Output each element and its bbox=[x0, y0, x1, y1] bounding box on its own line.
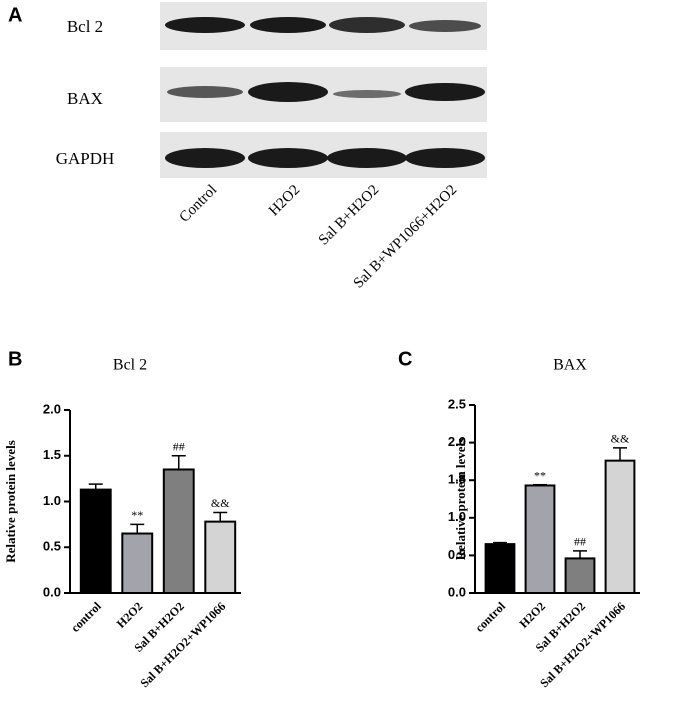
y-tick-label: 0.5 bbox=[43, 539, 61, 554]
significance: && bbox=[611, 432, 630, 446]
panel-label: A bbox=[8, 4, 22, 26]
significance: ** bbox=[534, 468, 546, 482]
significance: ## bbox=[173, 440, 185, 454]
y-tick-label: 1.5 bbox=[43, 447, 61, 462]
chart-title: BAX bbox=[553, 357, 587, 374]
band bbox=[405, 83, 485, 101]
panel-label: B bbox=[8, 348, 22, 370]
bar bbox=[564, 557, 596, 595]
significance: ## bbox=[574, 535, 586, 549]
y-tick-label: 1.0 bbox=[43, 493, 61, 508]
band bbox=[165, 148, 245, 168]
y-axis-label: Relative protein levels bbox=[3, 440, 18, 563]
x-tick-label: control bbox=[68, 599, 104, 635]
y-tick-label: 0.5 bbox=[448, 547, 466, 562]
y-axis-label: Relative protein levels bbox=[453, 438, 468, 561]
blot bbox=[160, 2, 487, 178]
band bbox=[165, 17, 245, 33]
y-tick-label: 1.0 bbox=[448, 509, 466, 524]
band bbox=[409, 20, 481, 32]
band bbox=[333, 90, 401, 98]
bar bbox=[121, 532, 154, 595]
lane-label: H2O2 bbox=[266, 182, 303, 219]
row-label: Bcl 2 bbox=[67, 17, 103, 36]
y-tick-label: 1.5 bbox=[448, 472, 466, 487]
bar bbox=[162, 468, 195, 595]
lane-label: Sal B+H2O2 bbox=[316, 182, 383, 249]
lane-label: Control bbox=[177, 182, 221, 226]
band bbox=[248, 82, 328, 102]
band bbox=[405, 148, 485, 168]
y-tick-label: 2.5 bbox=[448, 396, 466, 411]
band bbox=[329, 17, 405, 33]
bar bbox=[484, 543, 516, 594]
row-label: BAX bbox=[67, 89, 103, 108]
y-tick-label: 0.0 bbox=[43, 584, 61, 599]
bar bbox=[204, 520, 237, 595]
y-tick-label: 0.0 bbox=[448, 584, 466, 599]
band bbox=[248, 148, 328, 168]
band bbox=[250, 17, 326, 33]
bar bbox=[604, 459, 636, 595]
bar bbox=[524, 484, 556, 594]
band bbox=[167, 86, 243, 98]
band bbox=[327, 148, 407, 168]
panel-label: C bbox=[398, 348, 412, 370]
significance: ** bbox=[131, 508, 143, 522]
row-label: GAPDH bbox=[56, 149, 115, 168]
bar bbox=[79, 488, 112, 595]
significance: && bbox=[211, 496, 230, 510]
x-tick-label: H2O2 bbox=[114, 599, 146, 631]
chart-title: Bcl 2 bbox=[113, 357, 147, 374]
x-tick-label: control bbox=[472, 599, 508, 635]
y-tick-label: 2.0 bbox=[43, 401, 61, 416]
y-tick-label: 2.0 bbox=[448, 434, 466, 449]
x-tick-label: H2O2 bbox=[516, 599, 548, 631]
